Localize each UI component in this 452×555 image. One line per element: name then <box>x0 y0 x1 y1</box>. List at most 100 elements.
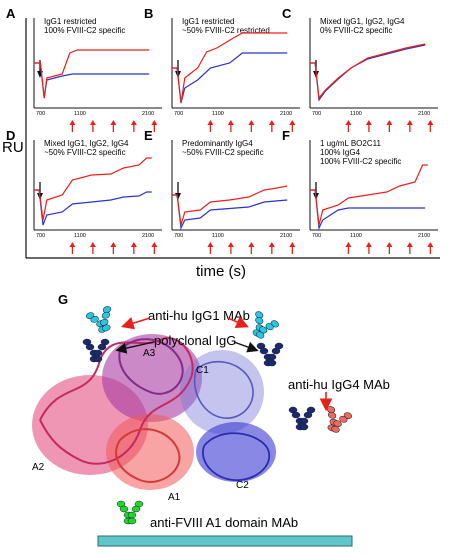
panel-description: Predominantly IgG4 <box>182 139 253 148</box>
fviii-protein-structure <box>32 334 276 490</box>
x-axis-label: time (s) <box>196 263 246 280</box>
tick-label: 2100 <box>142 111 154 117</box>
tick-label: 1100 <box>350 111 362 117</box>
sample-arrow-head <box>365 120 372 125</box>
ribbon-a2 <box>39 337 194 465</box>
tick-label: 700 <box>312 111 321 117</box>
panel-description: ~50% FVIII-C2 specific <box>182 148 264 157</box>
sample-arrow-head <box>69 242 76 247</box>
antibody-glyphs <box>82 306 353 525</box>
tick-label: 2100 <box>418 111 430 117</box>
arrow-poly-left <box>115 341 155 354</box>
panel-description: 100% IgG4 <box>320 148 361 157</box>
sample-arrow-head <box>268 120 275 125</box>
tick-label: 2100 <box>280 111 292 117</box>
sample-arrow-head <box>227 242 234 247</box>
sample-arrow-head <box>345 242 352 247</box>
sample-arrow-head <box>130 120 137 125</box>
sample-arrow-head <box>69 120 76 125</box>
sample-arrow-head <box>207 242 214 247</box>
sample-arrow-head <box>406 120 413 125</box>
panel-description: ~50% FVIII-C2 restricted <box>182 26 270 35</box>
sample-arrow-head <box>268 242 275 247</box>
panel-letter: A <box>6 6 16 21</box>
trace-blue <box>172 52 288 104</box>
trace-red <box>34 49 150 99</box>
sample-arrow-head <box>248 242 255 247</box>
ribbon-c2 <box>202 432 271 481</box>
domain-a1 <box>106 414 194 490</box>
anti-igg1-mab-right <box>252 311 279 339</box>
panel-letter: D <box>6 128 15 143</box>
label-polyclonal-igg: polyclonal IgG <box>154 333 236 348</box>
ribbon-a3 <box>118 338 184 395</box>
sample-arrow-head <box>427 242 434 247</box>
sensorgram-block: RU time (s) <box>2 18 440 280</box>
panel-d: D 700 1100 2100 Mixed IgG1, IgG2, IgG4~50% F… <box>6 128 162 254</box>
tick-label: 1100 <box>212 233 224 239</box>
anti-a1-mab <box>116 500 144 525</box>
sample-arrow-head <box>406 242 413 247</box>
label-anti-hu-igg4: anti-hu IgG4 MAb <box>288 377 390 392</box>
domain-c2 <box>196 422 276 482</box>
tick-label: 2100 <box>142 233 154 239</box>
panel-b: B 700 1100 2100 IgG1 restricted~50% FVIII-C2… <box>144 6 300 132</box>
tick-label: 1100 <box>350 233 362 239</box>
trace-red <box>310 43 426 100</box>
panel-letter-g: G <box>58 292 68 307</box>
panel-description: Mixed IgG1, IgG2, IgG4 <box>320 17 405 26</box>
tick-label: 1100 <box>74 233 86 239</box>
sample-arrow-head <box>289 242 296 247</box>
polyclonal-igg-left <box>82 338 110 363</box>
sample-arrow-head <box>227 120 234 125</box>
label-anti-a1: anti-FVIII A1 domain MAb <box>150 515 298 530</box>
anti-igg1-mab-left <box>85 306 112 333</box>
label-c2: C2 <box>236 480 249 491</box>
tick-label: 700 <box>36 111 45 117</box>
trace-red <box>310 164 428 226</box>
sample-arrow-head <box>386 242 393 247</box>
panel-description: Mixed IgG1, IgG2, IgG4 <box>44 139 129 148</box>
sample-arrow-head <box>248 120 255 125</box>
label-a2: A2 <box>32 462 45 473</box>
polyclonal-igg-right <box>256 342 284 367</box>
label-a3: A3 <box>143 348 156 359</box>
panel-e: E 700 1100 2100 Predominantly IgG4~50% FVIII… <box>144 128 300 254</box>
trace-blue <box>310 44 426 102</box>
tick-label: 700 <box>174 233 183 239</box>
sample-arrow-head <box>110 120 117 125</box>
sample-arrow-head <box>89 120 96 125</box>
panel-description: IgG1 restricted <box>44 17 96 26</box>
panel-description: IgG1 restricted <box>182 17 234 26</box>
trace-blue <box>34 189 152 226</box>
panel-letter: C <box>282 6 292 21</box>
trace-blue <box>34 62 150 99</box>
tick-label: 1100 <box>212 111 224 117</box>
sample-arrow-head <box>130 242 137 247</box>
arrow-igg1-right <box>227 316 249 328</box>
trace-red <box>172 185 288 226</box>
anti-igg4-mab <box>326 406 353 433</box>
label-c1: C1 <box>196 365 209 376</box>
tick-label: 2100 <box>280 233 292 239</box>
trace-red <box>172 32 288 104</box>
panel-description: 0% FVIII-C2 specific <box>320 26 392 35</box>
sample-arrow-head <box>427 120 434 125</box>
arrow-poly-right <box>233 341 259 353</box>
label-anti-hu-igg1: anti-hu IgG1 MAb <box>148 308 250 323</box>
sensor-chip-surface <box>97 535 353 547</box>
sample-arrow-head <box>289 120 296 125</box>
sample-arrow-head <box>386 120 393 125</box>
panel-letter: B <box>144 6 153 21</box>
panel-description: 1 ug/mL BO2C11 <box>320 139 381 148</box>
tick-label: 1100 <box>74 111 86 117</box>
ribbon-c1 <box>193 361 254 419</box>
label-a1: A1 <box>168 492 181 503</box>
sample-arrow-head <box>345 120 352 125</box>
panel-description: 100% FVIII-C2 specific <box>44 26 125 35</box>
